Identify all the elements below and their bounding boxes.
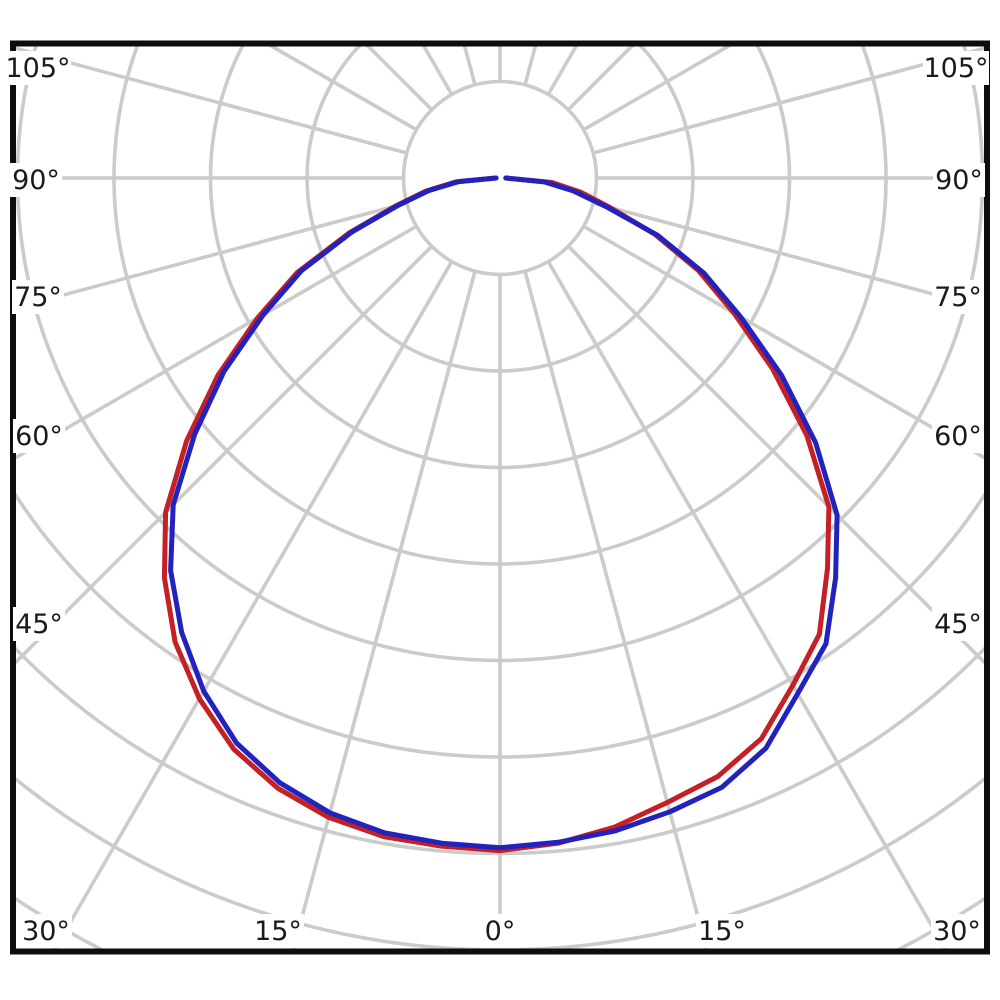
- angle-label-mask: [932, 607, 984, 641]
- angle-label-bottom: 0°: [485, 916, 516, 947]
- angle-label-mask: [932, 280, 984, 314]
- grid-ray: [52, 260, 454, 949]
- angle-label-mask: [931, 914, 983, 948]
- angle-label-left: 60°: [15, 421, 63, 452]
- angle-label-left: 45°: [15, 609, 63, 640]
- grid-ray: [16, 224, 418, 460]
- angle-label-mask: [10, 163, 62, 197]
- angle-label-bottom: 30°: [933, 916, 981, 947]
- grid-ray: [291, 270, 477, 949]
- angle-labels: 105° 90° 75° 60° 45° 105° 90° 75° 60° 45° 30° 15° 0°…: [5, 51, 989, 948]
- angle-label-right: 45°: [934, 609, 982, 640]
- angle-label-mask: [932, 419, 984, 453]
- angle-label-left: 90°: [12, 165, 60, 196]
- angle-label-mask: [12, 280, 64, 314]
- angle-label-mask: [20, 914, 72, 948]
- grid-ray: [523, 270, 709, 949]
- angle-label-mask: [933, 163, 985, 197]
- grid-ray: [582, 224, 984, 460]
- angle-label-mask: [13, 419, 65, 453]
- red-curve: [161, 175, 832, 854]
- angle-label-left: 105°: [5, 53, 70, 84]
- grid-ray: [566, 244, 984, 665]
- grid-ray: [592, 201, 984, 310]
- blue-curve: [168, 175, 840, 851]
- angle-label-right: 75°: [934, 282, 982, 313]
- angle-label-bottom: 30°: [22, 916, 70, 947]
- angle-label-left: 75°: [14, 282, 62, 313]
- angle-label-bottom: 15°: [254, 916, 302, 947]
- angle-label-right: 105°: [923, 53, 988, 84]
- intensity-curves: [161, 175, 840, 854]
- plot-frame: [10, 40, 990, 955]
- angle-label-right: 90°: [935, 165, 983, 196]
- grid-ray: [16, 201, 408, 310]
- angle-label-bottom: 15°: [698, 916, 746, 947]
- grid-ray: [592, 46, 984, 155]
- angle-label-mask: [481, 914, 519, 948]
- angle-label-right: 60°: [934, 421, 982, 452]
- angle-label-mask: [696, 914, 748, 948]
- angle-label-mask: [252, 914, 304, 948]
- grid-ray: [16, 46, 408, 155]
- angle-label-mask: [923, 51, 989, 85]
- angle-label-mask: [5, 51, 71, 85]
- grid-ray: [546, 260, 948, 949]
- angle-label-mask: [13, 607, 65, 641]
- grid-ray: [16, 244, 434, 665]
